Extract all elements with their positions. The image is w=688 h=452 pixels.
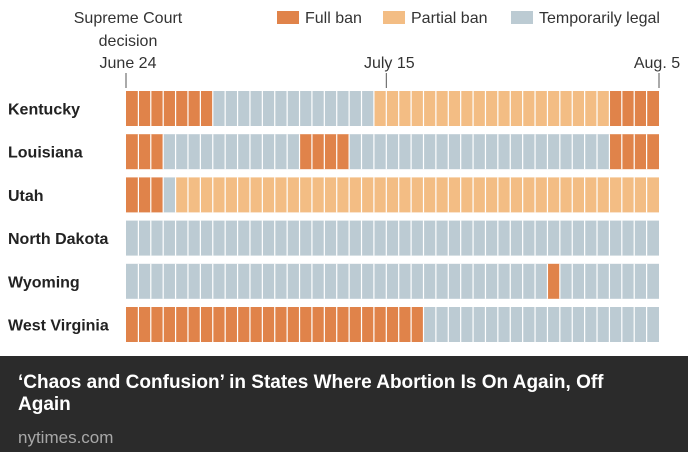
state-label-west-virginia: West Virginia	[8, 318, 109, 335]
article-caption[interactable]: ‘Chaos and Confusion’ in States Where Ab…	[0, 356, 688, 452]
bar-segment-kentucky-0	[126, 91, 213, 126]
annotation-end-label: Aug. 5	[634, 55, 680, 72]
bar-segment-kentucky-1	[212, 91, 374, 126]
article-source: nytimes.com	[18, 428, 114, 447]
bar-segment-west-virginia-1	[423, 307, 659, 342]
bar-segment-utah-1	[163, 177, 176, 213]
legend-swatch-legal	[511, 11, 533, 24]
annotation-start-line-1: decision	[99, 33, 158, 50]
bar-segment-louisiana-0	[126, 134, 164, 170]
bar-segment-kentucky-2	[373, 91, 610, 126]
annotation-start-line-0: Supreme Court	[74, 10, 183, 27]
legend-label-partial: Partial ban	[411, 10, 488, 27]
bar-segment-louisiana-3	[349, 134, 610, 170]
legend-label-full: Full ban	[305, 10, 362, 27]
legend-swatch-partial	[383, 11, 405, 24]
chart-svg: Full ban Partial ban Temporarily legal Supr…	[8, 10, 680, 342]
chart-area: Full ban Partial ban Temporarily legal Supr…	[8, 10, 681, 342]
bar-segment-louisiana-1	[163, 134, 300, 170]
bar-segment-north-dakota-0	[126, 220, 659, 256]
bar-segment-wyoming-1	[547, 263, 560, 299]
bar-segment-utah-0	[126, 177, 164, 213]
article-title[interactable]: ‘Chaos and Confusion’ in States Where Ab…	[18, 372, 604, 415]
bar-segment-utah-2	[175, 177, 659, 213]
state-label-wyoming: Wyoming	[8, 274, 80, 291]
legend-label-legal: Temporarily legal	[539, 10, 660, 27]
legend-swatch-full	[277, 11, 299, 24]
state-label-kentucky: Kentucky	[8, 102, 80, 119]
annotation-mid-label: July 15	[364, 55, 415, 72]
state-label-north-dakota: North Dakota	[8, 231, 109, 248]
state-label-louisiana: Louisiana	[8, 145, 83, 162]
state-label-utah: Utah	[8, 188, 44, 205]
annotation-start-line-2: June 24	[100, 55, 157, 72]
